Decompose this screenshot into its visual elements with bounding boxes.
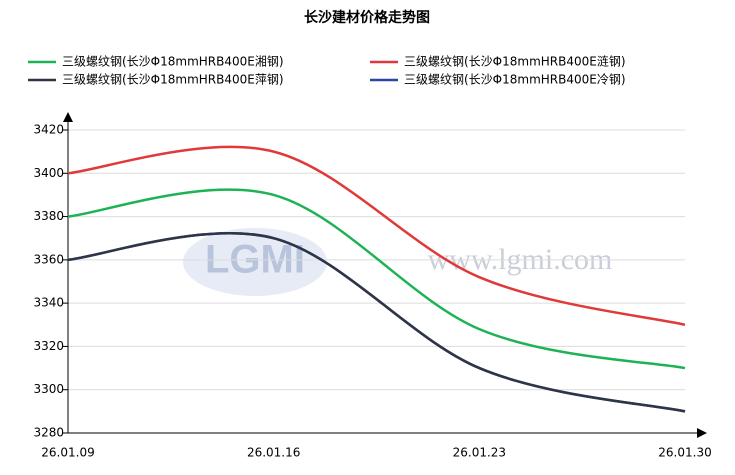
line — [67, 188, 686, 370]
y-tick-label: 3320 — [33, 339, 64, 353]
y-tick-label: 3380 — [33, 209, 64, 223]
x-tick-label: 26.01.16 — [247, 446, 300, 460]
y-tick-label: 3360 — [33, 252, 64, 266]
legend-label: 三级螺纹钢(长沙Φ18mmHRB400E涟钢) — [404, 54, 626, 69]
y-tick-label: 3280 — [33, 426, 64, 440]
y-tick-label: 3400 — [33, 166, 64, 180]
line — [67, 145, 686, 327]
axis-arrow — [63, 112, 73, 122]
legend-label: 三级螺纹钢(长沙Φ18mmHRB400E萍钢) — [62, 73, 284, 87]
x-tick-label: 26.01.30 — [658, 446, 711, 460]
chart-title: 长沙建材价格走势图 — [304, 9, 430, 26]
x-tick-label: 26.01.09 — [41, 446, 94, 460]
x-tick-label: 26.01.23 — [453, 446, 506, 460]
legend-label: 三级螺纹钢(长沙Φ18mmHRB400E冷钢) — [404, 73, 626, 87]
y-tick-label: 3420 — [33, 123, 64, 137]
line — [67, 231, 686, 413]
axis-arrow — [697, 428, 707, 438]
legend-label: 三级螺纹钢(长沙Φ18mmHRB400E湘钢) — [62, 54, 284, 69]
y-tick-label: 3340 — [33, 296, 64, 310]
watermark: LGMI www.lgmi.com — [183, 228, 612, 296]
y-tick-label: 3300 — [33, 382, 64, 396]
